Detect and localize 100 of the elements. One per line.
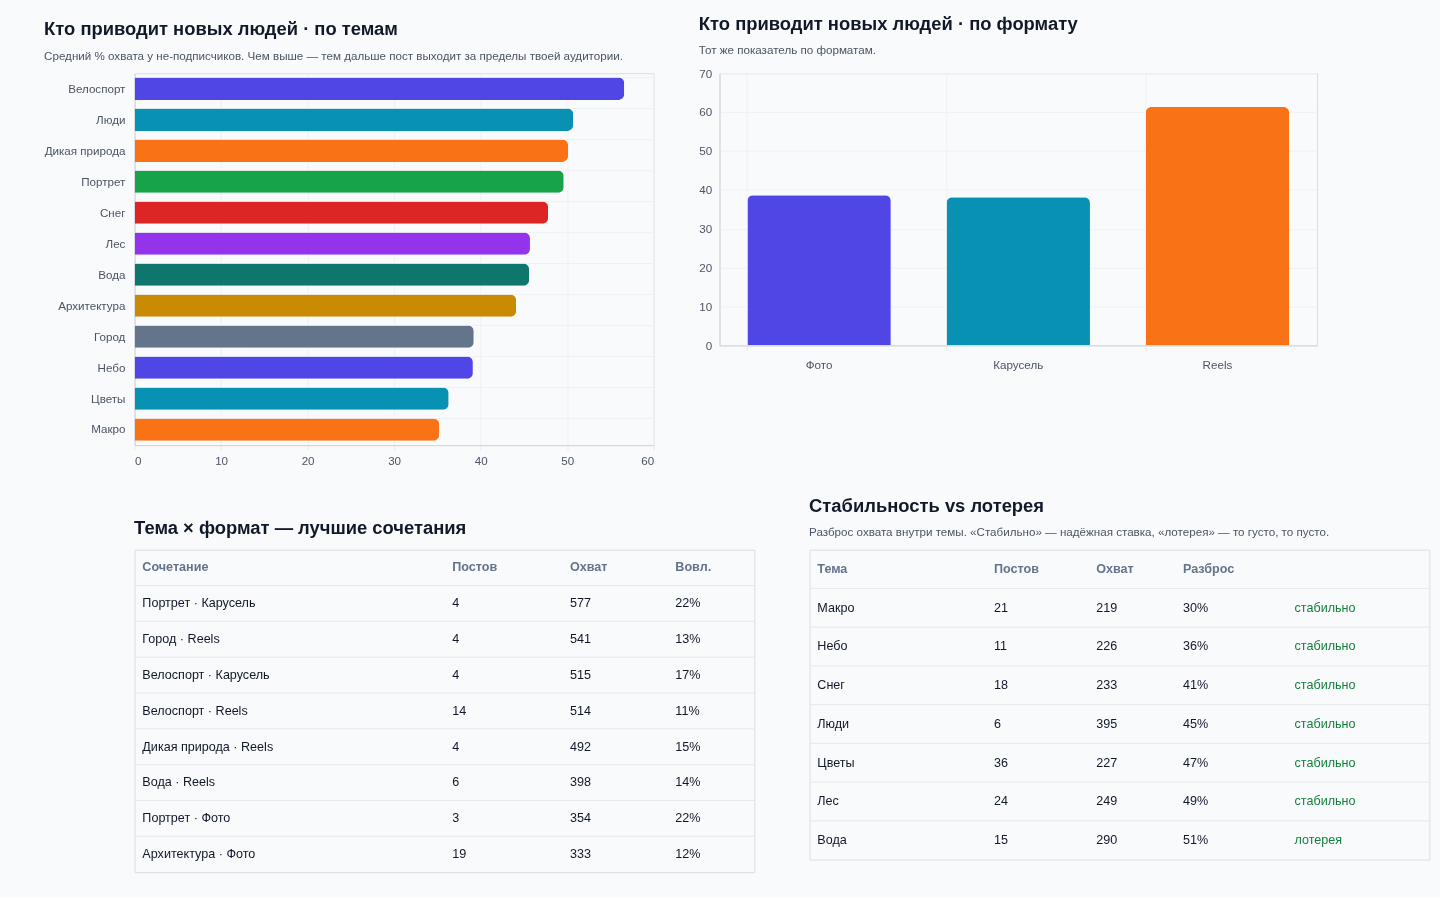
y-tick-label: 10 — [699, 299, 713, 313]
y-tick-label: 30 — [699, 222, 713, 236]
y-tick-label: Макро — [91, 422, 126, 436]
text: 13% — [675, 632, 701, 647]
category-label: Охват — [1096, 561, 1134, 576]
text: Небо — [817, 639, 848, 654]
category-label: Тема — [817, 561, 849, 576]
category-label: Постов — [993, 561, 1040, 576]
y-tick-label: Вода — [98, 267, 126, 281]
text: 30% — [1182, 600, 1209, 615]
text: 6 — [452, 775, 460, 790]
text: 45% — [1182, 716, 1209, 731]
text: 12% — [675, 847, 701, 862]
text: Люди — [817, 716, 850, 731]
text: стабильно — [1294, 678, 1356, 693]
y-tick-label: 70 — [699, 66, 713, 80]
text: 219 — [1096, 600, 1118, 615]
category-label: Охват — [570, 560, 608, 575]
y-tick-label: Люди — [96, 112, 126, 126]
x-tick-label: 50 — [561, 453, 575, 467]
text: стабильно — [1294, 639, 1356, 654]
text: 18 — [993, 678, 1008, 693]
text: Тема × формат — лучшие сочетания — [134, 517, 467, 539]
text: 4 — [452, 596, 460, 611]
text: Велоспорт · Карусель — [142, 667, 271, 682]
text: 514 — [570, 703, 591, 718]
y-tick-label: Велоспорт — [68, 81, 127, 95]
text: 14% — [675, 775, 701, 790]
bar — [747, 195, 891, 346]
y-tick-label: Лес — [105, 236, 126, 250]
text: 36% — [1182, 639, 1209, 654]
y-tick-label: Дикая природа — [44, 143, 126, 157]
x-tick-label: 60 — [641, 453, 655, 467]
y-tick-label: 20 — [699, 260, 713, 274]
y-tick-label: 0 — [705, 338, 713, 352]
text: 395 — [1096, 716, 1118, 731]
text: 4 — [452, 739, 460, 754]
text: 47% — [1182, 755, 1209, 770]
text: 11 — [993, 639, 1008, 654]
text: 227 — [1096, 755, 1118, 770]
text: 15% — [675, 739, 701, 754]
text: 6 — [993, 716, 1001, 731]
category-label: Вовл. — [675, 560, 712, 575]
text: 21 — [993, 600, 1008, 615]
y-tick-label: 60 — [699, 105, 713, 119]
text: 36 — [993, 755, 1008, 770]
text: 398 — [570, 775, 591, 790]
text: 354 — [570, 811, 591, 826]
text: 4 — [452, 667, 460, 682]
text: стабильно — [1294, 716, 1356, 731]
y-tick-label: Небо — [97, 360, 126, 374]
text: 14 — [452, 703, 467, 718]
x-tick-label: 10 — [215, 453, 229, 467]
text: 3 — [452, 811, 460, 826]
text: стабильно — [1294, 794, 1356, 809]
text: 233 — [1096, 678, 1118, 693]
text: 11% — [675, 703, 700, 718]
x-tick-label: 40 — [474, 453, 488, 467]
text: 24 — [993, 794, 1008, 809]
x-tick-label: 30 — [388, 453, 402, 467]
text: 49% — [1182, 794, 1209, 809]
bar — [946, 197, 1090, 346]
text: 4 — [452, 632, 460, 647]
text: 51% — [1182, 833, 1209, 848]
x-tick-label: Фото — [805, 358, 833, 372]
bar — [1145, 107, 1290, 346]
text: Лес — [817, 794, 839, 809]
text: Вода · Reels — [142, 775, 216, 790]
y-tick-label: Цветы — [91, 391, 126, 405]
text: 249 — [1096, 794, 1118, 809]
chart-title: Кто приводит новых людей · по темам — [44, 18, 398, 40]
x-tick-label: 0 — [135, 453, 142, 467]
text: 17% — [675, 667, 701, 682]
text: Архитектура · Фото — [142, 847, 256, 862]
text: 22% — [675, 811, 701, 826]
text: 333 — [570, 847, 591, 862]
x-tick-label: Карусель — [993, 358, 1044, 372]
text: стабильно — [1294, 600, 1356, 615]
text: Дикая природа · Reels — [142, 739, 274, 754]
text: 492 — [570, 739, 591, 754]
x-tick-label: Reels — [1202, 358, 1233, 372]
text: 290 — [1096, 833, 1118, 848]
text: стабильно — [1294, 755, 1356, 770]
text: 226 — [1096, 639, 1118, 654]
chart-subtitle: Тот же показатель по форматам. — [698, 42, 876, 56]
y-tick-label: 50 — [699, 144, 713, 158]
text: Велоспорт · Reels — [142, 703, 248, 718]
text: Стабильность vs лотерея — [809, 494, 1045, 516]
text: Цветы — [817, 755, 855, 770]
text: 541 — [570, 632, 591, 647]
text: Портрет · Карусель — [142, 596, 256, 611]
chart-subtitle: Средний % охвата у не-подписчиков. Чем выше — тем дальше пост выходит за пределы твоей аудитории. — [44, 48, 623, 62]
text: 19 — [452, 847, 467, 862]
chart-title: Кто приводит новых людей · по формату — [698, 12, 1079, 34]
text: Вода — [817, 833, 847, 848]
text: 22% — [675, 596, 701, 611]
text: 15 — [993, 833, 1008, 848]
y-tick-label: Снег — [99, 205, 126, 219]
category-label: Сочетание — [142, 560, 209, 575]
text: Разброс охвата внутри темы. «Стабильно» — надёжная ставка, «лотерея» — то густо, то пусто. — [809, 525, 1330, 539]
